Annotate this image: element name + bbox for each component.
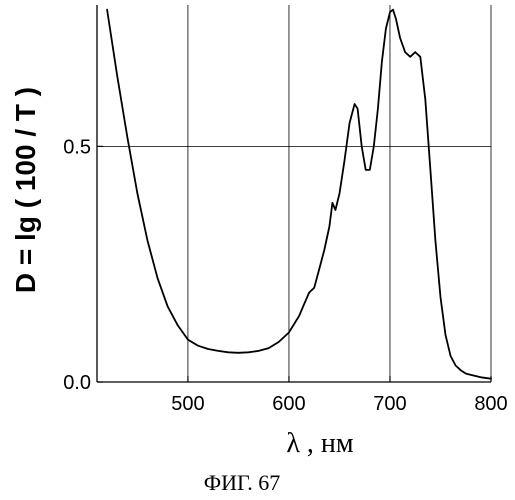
tick-labels: 500 600 700 800 0.0 0.5 <box>63 136 508 415</box>
grid-lines <box>97 5 492 382</box>
axes <box>96 5 492 383</box>
x-axis-label: λ , нм <box>286 428 354 459</box>
y-tick-label: 0.0 <box>63 372 91 394</box>
figure-caption: ФИГ. 67 <box>204 470 281 495</box>
absorbance-series-line <box>106 8 492 380</box>
x-tick-label: 600 <box>272 393 305 415</box>
y-tick-label: 0.5 <box>63 136 91 158</box>
x-tick-label: 700 <box>373 393 406 415</box>
x-tick-label: 500 <box>171 393 204 415</box>
x-tick-label: 800 <box>474 393 507 415</box>
series-layer <box>106 8 492 380</box>
y-axis-label: D = lg ( 100 / T ) <box>10 87 41 293</box>
